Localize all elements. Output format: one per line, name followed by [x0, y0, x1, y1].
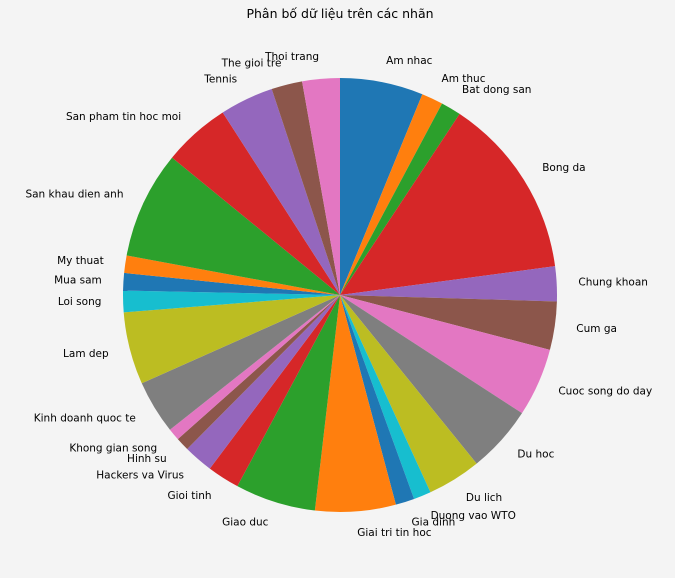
- pie-label-loi-song: Loi song: [58, 296, 102, 308]
- pie-slice-giao-duc: [237, 295, 340, 511]
- pie-label-am-thuc: Am thuc: [442, 73, 486, 85]
- pie-label-san-khau-dien-anh: San khau dien anh: [25, 188, 123, 200]
- pie-slice-am-thuc: [340, 94, 443, 295]
- pie-label-cuoc-song-do-day: Cuoc song do day: [558, 385, 652, 397]
- pie-label-giai-tri-tin-hoc: Giai tri tin hoc: [357, 527, 432, 539]
- pie-label-thoi-trang: Thoi trang: [264, 51, 319, 63]
- pie-slice-my-thuat: [124, 255, 340, 295]
- pie-slice-du-lich: [340, 295, 477, 493]
- pie-label-tennis: Tennis: [203, 74, 237, 86]
- pie-slice-lam-dep: [123, 295, 341, 384]
- pie-label-am-nhac: Am nhac: [386, 55, 432, 67]
- pie-label-bong-da: Bong da: [542, 162, 585, 174]
- pie-label-kinh-doanh-quoc-te: Kinh doanh quoc te: [34, 413, 136, 425]
- pie-label-du-hoc: Du hoc: [517, 449, 554, 461]
- pie-slice-gia-dinh: [340, 295, 415, 505]
- pie-slice-cuoc-song-do-day: [340, 295, 550, 414]
- pie-slice-san-pham-tin-hoc-moi: [172, 112, 340, 295]
- pie-slice-the-gioi-tre: [271, 81, 340, 295]
- pie-slice-loi-song: [123, 290, 340, 313]
- pie-slice-thoi-trang: [302, 78, 340, 295]
- pie-label-gioi-tinh: Gioi tinh: [168, 490, 212, 502]
- pie-slice-chung-khoan: [340, 266, 557, 302]
- pie-label-san-pham-tin-hoc-moi: San pham tin hoc moi: [66, 111, 181, 123]
- pie-slice-hinh-su: [177, 295, 340, 450]
- pie-slice-hackers-va-virus: [187, 295, 340, 469]
- pie-slice-duong-vao-wto: [340, 295, 431, 499]
- pie-label-my-thuat: My thuat: [57, 255, 104, 267]
- pie-label-hackers-va-virus: Hackers va Virus: [96, 470, 184, 482]
- pie-label-duong-vao-wto: Duong vao WTO: [431, 510, 516, 522]
- pie-slice-giai-tri-tin-hoc: [314, 295, 396, 512]
- pie-label-lam-dep: Lam dep: [63, 348, 109, 360]
- pie-label-khong-gian-song: Khong gian song: [69, 442, 157, 454]
- pie-slice-kinh-doanh-quoc-te: [141, 295, 340, 430]
- pie-label-chung-khoan: Chung khoan: [578, 277, 648, 289]
- pie-slice-tennis: [222, 89, 340, 296]
- pie-label-mua-sam: Mua sam: [54, 274, 102, 286]
- pie-slice-gioi-tinh: [209, 295, 340, 487]
- pie-label-the-gioi-tre: The gioi tre: [221, 58, 282, 70]
- pie-slice-khong-gian-song: [169, 295, 340, 440]
- pie-label-du-lich: Du lich: [466, 492, 502, 504]
- pie-slice-bong-da: [340, 113, 556, 295]
- pie-slice-am-nhac: [340, 78, 423, 295]
- pie-slice-bat-dong-san: [340, 103, 460, 295]
- chart-title: Phân bố dữ liệu trên các nhãn: [246, 6, 433, 21]
- pie-slice-du-hoc: [340, 295, 522, 464]
- pie-label-giao-duc: Giao duc: [222, 517, 269, 529]
- pie-label-gia-dinh: Gia dinh: [412, 517, 456, 529]
- pie-label-hinh-su: Hinh su: [127, 453, 167, 465]
- pie-slice-mua-sam: [123, 272, 340, 295]
- pie-label-bat-dong-san: Bat dong san: [462, 84, 531, 96]
- pie-label-cum-ga: Cum ga: [576, 323, 617, 335]
- pie-slice-san-khau-dien-anh: [126, 157, 340, 295]
- pie-slices: [123, 78, 557, 512]
- pie-slice-cum-ga: [340, 295, 557, 350]
